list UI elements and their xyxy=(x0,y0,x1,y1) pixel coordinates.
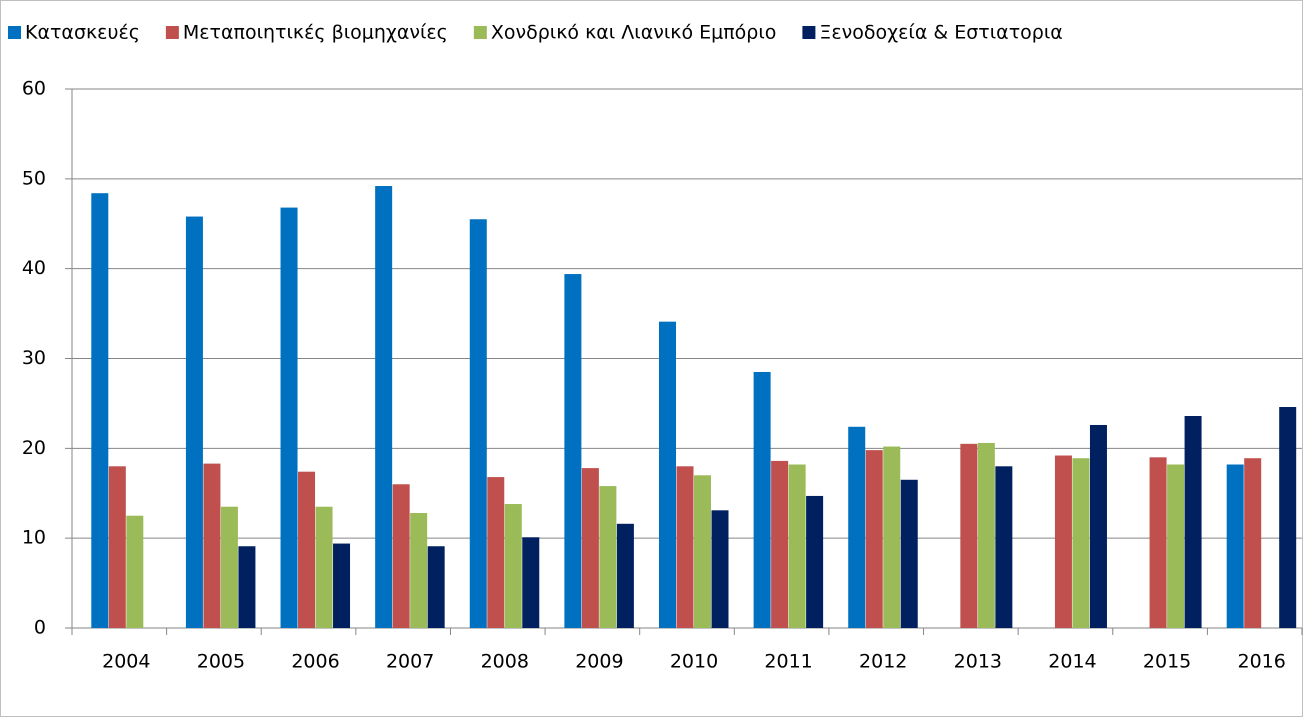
legend-label: Ξενοδοχεία & Εστιατορια xyxy=(819,22,1062,44)
bar xyxy=(788,464,806,628)
bar xyxy=(1054,455,1072,628)
bar xyxy=(203,463,221,628)
bar xyxy=(711,510,729,628)
bar xyxy=(108,466,126,628)
legend-label: Χονδρικό και Λιανικό Εμπόριο xyxy=(491,22,777,44)
x-tick-label: 2016 xyxy=(1238,651,1286,673)
bar xyxy=(806,495,824,628)
bar xyxy=(848,426,866,628)
bar xyxy=(333,543,351,628)
legend-swatch xyxy=(473,26,487,39)
x-tick-label: 2015 xyxy=(1143,651,1191,673)
bar xyxy=(91,193,109,628)
bar xyxy=(1089,424,1107,628)
bar xyxy=(977,442,995,628)
bar xyxy=(1226,464,1244,628)
bar xyxy=(220,506,238,628)
bar xyxy=(504,504,522,628)
bar xyxy=(659,321,676,628)
bar xyxy=(238,546,256,628)
bar xyxy=(392,484,410,628)
bar xyxy=(753,371,771,628)
bar xyxy=(1279,407,1297,628)
legend-label: Μεταποιητικές βιομηχανίες xyxy=(183,22,448,44)
y-tick-label: 0 xyxy=(34,617,46,639)
bar xyxy=(427,546,445,628)
x-tick-label: 2012 xyxy=(859,651,907,673)
bar xyxy=(298,471,316,628)
y-tick-label: 20 xyxy=(22,437,46,459)
x-tick-label: 2006 xyxy=(291,651,339,673)
bar xyxy=(522,537,540,628)
bar xyxy=(694,475,711,628)
legend-swatch xyxy=(802,26,816,39)
x-tick-label: 2009 xyxy=(575,651,623,673)
bar xyxy=(315,506,333,628)
y-tick-label: 30 xyxy=(22,347,46,369)
bar xyxy=(995,466,1013,628)
x-tick-label: 2011 xyxy=(764,651,812,673)
bar xyxy=(487,477,505,628)
legend-label: Κατασκευές xyxy=(25,22,140,44)
bar xyxy=(375,186,393,628)
bar xyxy=(185,216,203,628)
bar xyxy=(1167,464,1185,628)
y-tick-label: 40 xyxy=(22,257,46,279)
bar xyxy=(900,479,918,628)
x-tick-label: 2010 xyxy=(670,651,718,673)
bar xyxy=(1149,457,1167,628)
x-tick-label: 2007 xyxy=(386,651,434,673)
bar xyxy=(1244,458,1262,628)
y-tick-label: 60 xyxy=(22,78,46,100)
legend-swatch xyxy=(8,26,21,39)
x-tick-label: 2008 xyxy=(481,651,529,673)
bar xyxy=(564,274,582,628)
bar xyxy=(1072,458,1090,628)
x-tick-label: 2005 xyxy=(197,651,245,673)
bar xyxy=(410,513,428,628)
x-tick-label: 2004 xyxy=(102,651,150,673)
bar xyxy=(865,450,883,628)
y-tick-label: 50 xyxy=(22,167,46,189)
bar xyxy=(616,523,634,628)
bar xyxy=(1184,415,1202,628)
x-tick-label: 2013 xyxy=(954,651,1002,673)
x-tick-label: 2014 xyxy=(1048,651,1096,673)
bar xyxy=(469,219,487,628)
y-tick-label: 10 xyxy=(22,527,46,549)
bar xyxy=(599,486,617,628)
bar xyxy=(676,466,694,628)
legend-swatch xyxy=(165,26,179,39)
bar xyxy=(280,207,298,628)
bar xyxy=(883,446,901,628)
bar xyxy=(771,460,789,628)
bar xyxy=(960,443,978,628)
bar xyxy=(581,468,599,628)
bar xyxy=(126,515,144,628)
